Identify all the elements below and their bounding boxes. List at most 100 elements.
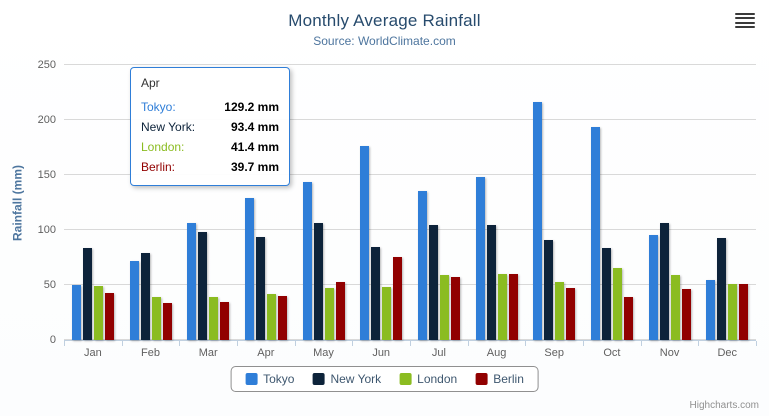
- legend-label: Berlin: [493, 372, 524, 386]
- tooltip-row: Berlin: 39.7 mm: [141, 157, 279, 177]
- bar-tokyo-jun[interactable]: [360, 146, 370, 340]
- bar-new-york-aug[interactable]: [486, 225, 496, 340]
- bar-london-may[interactable]: [324, 288, 334, 340]
- tooltip-value: 41.4 mm: [230, 140, 279, 154]
- bar-london-jun[interactable]: [382, 286, 392, 340]
- y-axis-tick-label: 250: [37, 59, 56, 71]
- bar-berlin-oct[interactable]: [623, 297, 633, 340]
- tooltip-series-name: New York:: [141, 120, 196, 134]
- bar-new-york-jul[interactable]: [428, 224, 438, 340]
- bar-london-jul[interactable]: [439, 275, 449, 340]
- tooltip-series-name: Tokyo:: [141, 100, 176, 114]
- bar-new-york-sep[interactable]: [544, 239, 554, 340]
- chart-title: Monthly Average Rainfall: [288, 11, 481, 30]
- y-axis-title: Rainfall (mm): [10, 165, 25, 242]
- bar-london-apr[interactable]: [266, 294, 276, 340]
- bar-tokyo-may[interactable]: [302, 181, 312, 340]
- gridline: [64, 284, 756, 285]
- bar-berlin-may[interactable]: [335, 282, 345, 340]
- bar-tokyo-sep[interactable]: [533, 101, 543, 340]
- x-axis-tick: [583, 341, 584, 346]
- bar-tokyo-jul[interactable]: [417, 190, 427, 340]
- x-axis-tick-label: Nov: [659, 347, 680, 359]
- gridline: [64, 119, 756, 120]
- bar-berlin-jan[interactable]: [104, 293, 114, 340]
- x-axis-tick: [352, 341, 354, 346]
- bar-berlin-apr[interactable]: [277, 296, 287, 340]
- y-axis-tick-label: 200: [37, 114, 56, 126]
- hamburger-line: [735, 25, 755, 28]
- bar-new-york-nov[interactable]: [659, 222, 669, 340]
- plot-area: [64, 64, 757, 346]
- tooltip-header: Apr: [141, 76, 160, 90]
- bar-new-york-dec[interactable]: [717, 238, 727, 340]
- y-axis-tick-label: 100: [37, 224, 56, 236]
- gridline: [64, 64, 756, 65]
- bar-berlin-jul[interactable]: [450, 276, 460, 340]
- legend: Tokyo New York London Berlin: [230, 366, 539, 392]
- legend-label: New York: [330, 372, 382, 386]
- bar-group-sep: [525, 65, 583, 340]
- bar-tokyo-nov[interactable]: [648, 234, 658, 340]
- x-axis-tick-label: Dec: [717, 347, 737, 359]
- x-axis-tick-label: Sep: [544, 347, 564, 359]
- bar-new-york-jun[interactable]: [371, 247, 381, 340]
- bar-new-york-mar[interactable]: [198, 231, 208, 340]
- bar-tokyo-mar[interactable]: [187, 222, 197, 340]
- hamburger-menu-icon[interactable]: [735, 13, 755, 28]
- hamburger-line: [735, 13, 755, 15]
- legend-item-tokyo[interactable]: Tokyo: [245, 372, 294, 386]
- bar-new-york-feb[interactable]: [140, 253, 150, 340]
- chart-subtitle: Source: WorldClimate.com: [313, 34, 456, 48]
- bar-london-oct[interactable]: [612, 268, 622, 340]
- bar-tokyo-apr[interactable]: [244, 197, 254, 340]
- x-axis-tick-label: Apr: [257, 347, 275, 359]
- bar-berlin-jun[interactable]: [393, 256, 403, 340]
- bar-group-oct: [583, 65, 641, 340]
- bar-new-york-jan[interactable]: [82, 248, 92, 340]
- bar-group-apr: [237, 65, 295, 340]
- bar-tokyo-aug[interactable]: [475, 176, 485, 340]
- legend-label: Tokyo: [263, 372, 295, 386]
- credits-link[interactable]: Highcharts.com: [689, 400, 759, 411]
- legend-item-london[interactable]: London: [399, 372, 457, 386]
- bar-berlin-sep[interactable]: [566, 287, 576, 340]
- bar-london-jan[interactable]: [93, 286, 103, 340]
- bar-group-mar: [179, 65, 237, 340]
- legend-swatch: [475, 373, 488, 385]
- x-axis-tick: [64, 341, 65, 346]
- tooltip-value: 93.4 mm: [230, 120, 279, 134]
- bar-new-york-apr[interactable]: [255, 237, 265, 340]
- bar-group-nov: [641, 65, 699, 340]
- bar-tokyo-jan[interactable]: [71, 285, 81, 340]
- bar-berlin-mar[interactable]: [220, 302, 230, 340]
- bar-berlin-dec[interactable]: [739, 283, 749, 340]
- bar-new-york-may[interactable]: [313, 223, 323, 340]
- x-axis-tick-label: Jul: [431, 347, 446, 359]
- tooltip-row: London: 41.4 mm: [141, 137, 279, 157]
- x-axis-tick: [698, 341, 700, 346]
- bar-tokyo-feb[interactable]: [129, 261, 139, 340]
- legend-item-berlin[interactable]: Berlin: [475, 372, 524, 386]
- legend-item-new-york[interactable]: New York: [312, 372, 381, 386]
- bar-berlin-feb[interactable]: [162, 303, 172, 340]
- bar-tokyo-dec[interactable]: [706, 280, 716, 340]
- bar-london-feb[interactable]: [151, 297, 161, 340]
- tooltip-series-name: Berlin:: [141, 160, 176, 174]
- bar-tokyo-oct[interactable]: [590, 126, 600, 340]
- bar-berlin-nov[interactable]: [681, 288, 691, 340]
- bar-london-dec[interactable]: [728, 283, 738, 340]
- hamburger-line: [735, 17, 755, 20]
- x-axis-tick-label: Jun: [372, 347, 391, 359]
- bar-london-sep[interactable]: [555, 282, 565, 340]
- bar-group-may: [295, 65, 353, 340]
- bar-groups: [64, 65, 756, 340]
- x-axis-tick: [237, 341, 238, 346]
- legend-swatch: [312, 373, 325, 385]
- bar-london-nov[interactable]: [670, 274, 680, 340]
- bar-new-york-oct[interactable]: [601, 248, 611, 340]
- bar-london-mar[interactable]: [209, 296, 219, 340]
- bar-berlin-aug[interactable]: [508, 273, 518, 340]
- bar-group-feb: [122, 65, 180, 340]
- bar-london-aug[interactable]: [497, 274, 507, 340]
